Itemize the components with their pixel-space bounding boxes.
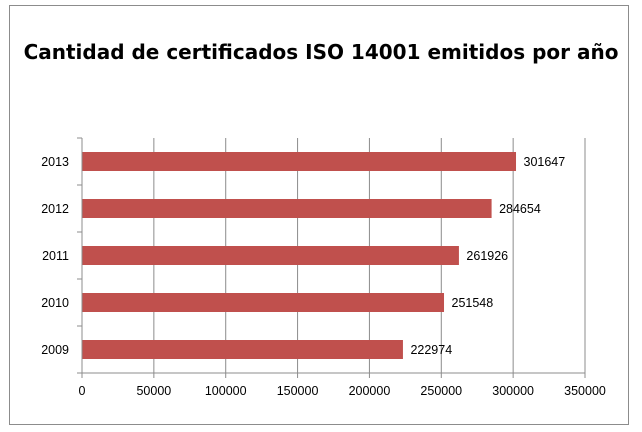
x-tick-label-6: 300000 (492, 384, 534, 398)
x-tick-label-4: 200000 (349, 384, 391, 398)
data-label-2012: 284654 (499, 202, 541, 216)
y-tick-label-2009: 2009 (41, 343, 69, 357)
y-tick-label-2011: 2011 (42, 249, 69, 263)
data-label-2013: 301647 (524, 155, 566, 169)
bar-2011 (82, 246, 459, 265)
data-label-2009: 222974 (410, 343, 452, 357)
x-tick-label-0: 0 (79, 384, 86, 398)
x-tick-label-7: 350000 (564, 384, 606, 398)
bar-2010 (82, 293, 445, 312)
bar-2013 (82, 152, 517, 171)
x-tick-label-3: 150000 (277, 384, 319, 398)
y-tick-label-2010: 2010 (41, 296, 69, 310)
chart-title: Cantidad de certificados ISO 14001 emiti… (23, 40, 619, 64)
x-tick-label-5: 250000 (420, 384, 462, 398)
x-tick-label-2: 100000 (205, 384, 247, 398)
x-tick-label-1: 50000 (136, 384, 171, 398)
y-tick-label-2013: 2013 (41, 155, 69, 169)
bar-2009 (82, 340, 403, 359)
y-tick-label-2012: 2012 (41, 202, 69, 216)
bar-2012 (82, 199, 492, 218)
data-label-2010: 251548 (452, 296, 494, 310)
data-label-2011: 261926 (466, 249, 508, 263)
